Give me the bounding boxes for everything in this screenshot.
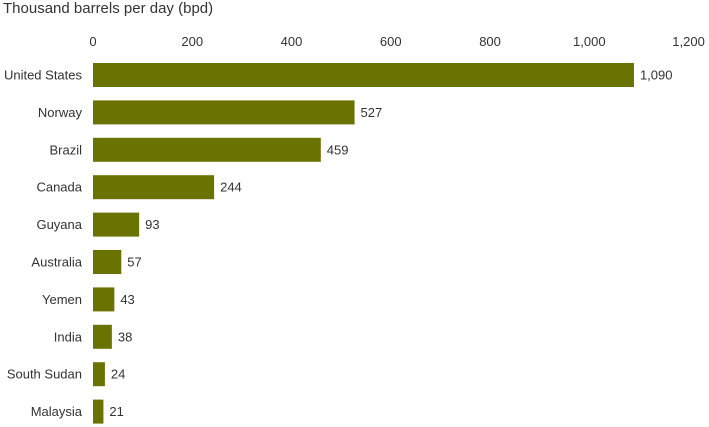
bar (93, 63, 634, 87)
value-label: 244 (220, 180, 242, 195)
x-tick-label: 600 (380, 34, 402, 49)
bars (93, 63, 634, 424)
x-tick-label: 800 (479, 34, 501, 49)
value-label: 24 (111, 367, 125, 382)
x-tick-label: 0 (89, 34, 96, 49)
category-label: India (54, 329, 83, 344)
bar (93, 399, 104, 424)
category-label: Brazil (49, 142, 82, 157)
category-label: Norway (38, 105, 83, 120)
category-label: Yemen (42, 292, 82, 307)
bar (93, 100, 355, 125)
value-label: 93 (145, 217, 159, 232)
category-labels: United States Norway Brazil Canada Guyana Aus… (4, 68, 83, 420)
category-label: Canada (36, 180, 82, 195)
value-label: 1,090 (640, 68, 673, 83)
value-label: 21 (109, 404, 123, 419)
value-label: 459 (327, 142, 349, 157)
category-label: Guyana (36, 217, 82, 232)
value-label: 38 (118, 329, 132, 344)
value-label: 57 (127, 255, 141, 270)
category-label: Australia (31, 255, 82, 270)
x-tick-label: 400 (281, 34, 303, 49)
chart-title: Thousand barrels per day (bpd) (3, 0, 214, 17)
value-label: 43 (120, 292, 134, 307)
category-label: South Sudan (7, 367, 82, 382)
category-label: United States (4, 68, 83, 83)
x-tick-label: 1,000 (573, 34, 606, 49)
bar (93, 175, 215, 200)
bar (93, 137, 321, 162)
category-label: Malaysia (31, 404, 83, 419)
x-axis-ticks: 0 200 400 600 800 1,000 1,200 (89, 34, 704, 49)
bar (93, 250, 122, 274)
value-label: 527 (361, 105, 383, 120)
x-tick-label: 200 (181, 34, 203, 49)
x-tick-label: 1,200 (672, 34, 705, 49)
bar (93, 362, 105, 387)
bar (93, 287, 115, 312)
value-labels: 1,090 527 459 244 93 57 43 38 24 21 (109, 68, 672, 420)
bar (93, 324, 112, 349)
bar (93, 212, 140, 237)
